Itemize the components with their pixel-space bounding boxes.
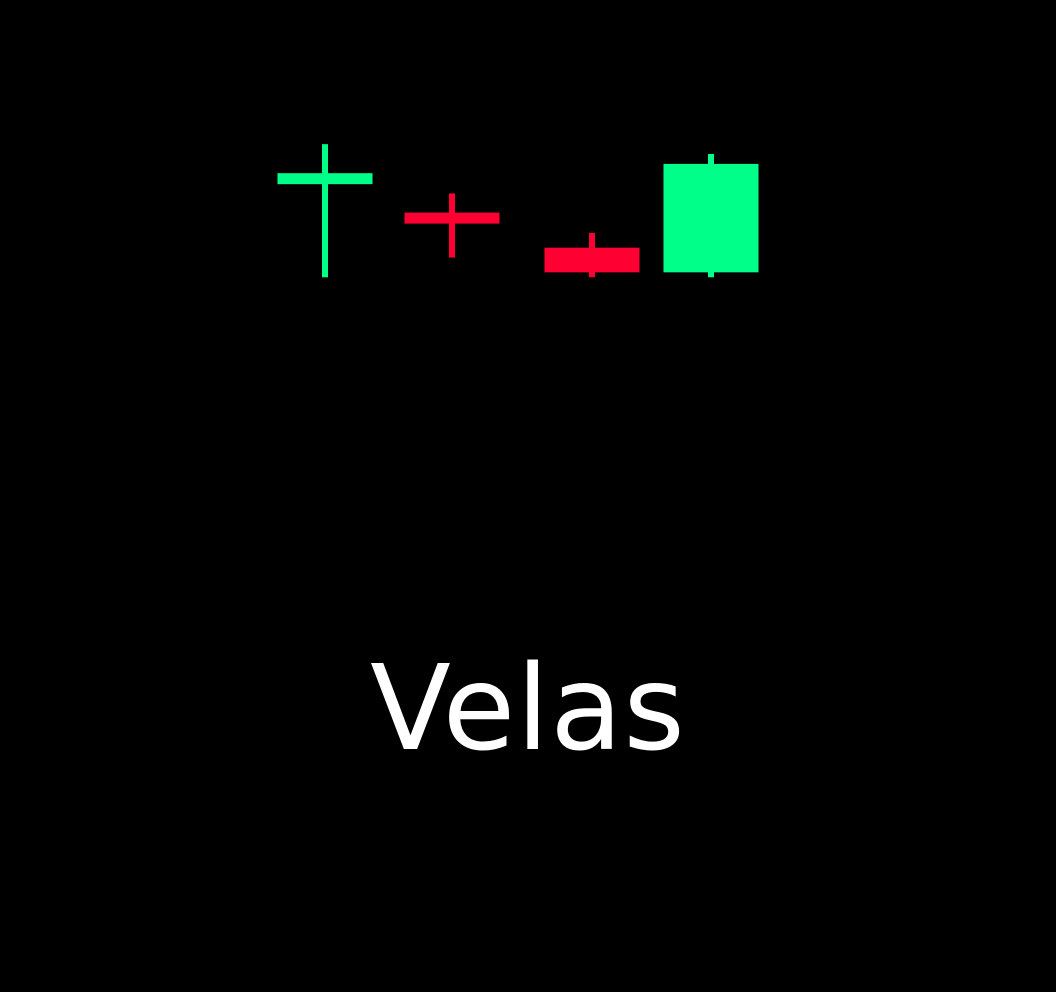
candle-3 xyxy=(544,232,640,278)
candle-1-body xyxy=(277,173,373,185)
page-title: Velas xyxy=(370,639,686,777)
candle-2-body xyxy=(404,212,500,224)
candle-2 xyxy=(404,193,500,258)
candle-1 xyxy=(277,144,373,278)
candle-4-body xyxy=(663,163,759,273)
candle-1-wick xyxy=(322,144,328,278)
candle-3-body xyxy=(544,247,640,273)
candle-2-wick xyxy=(449,193,455,258)
candle-4 xyxy=(663,154,759,278)
